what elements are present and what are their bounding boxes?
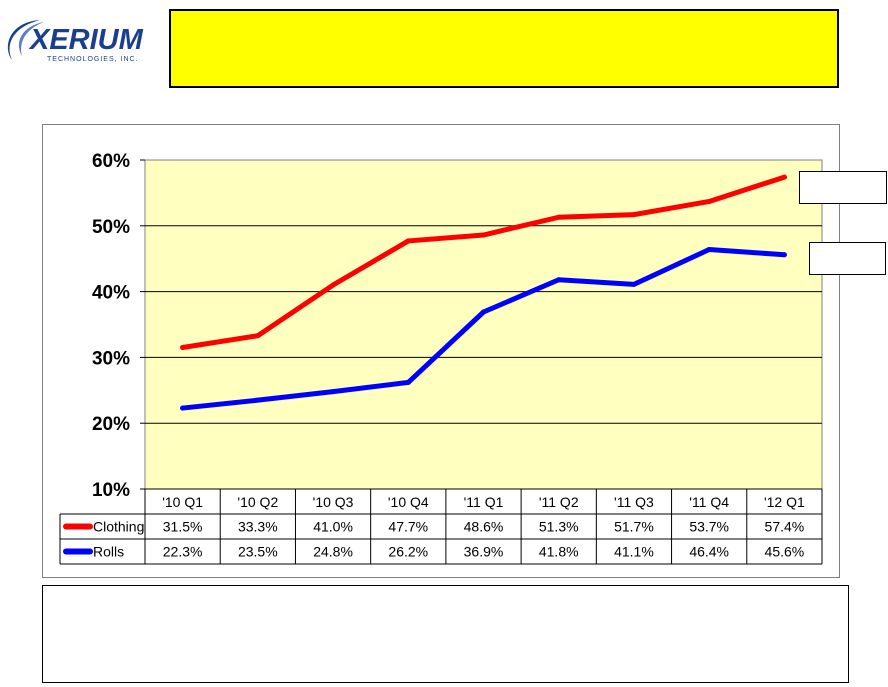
data-label-clothing: 51.3% [539, 519, 579, 535]
data-point-clothing [330, 282, 336, 288]
x-category-label: '10 Q2 [237, 494, 278, 510]
data-label-rolls: 41.1% [614, 544, 654, 560]
rolls-callout-box [809, 242, 886, 275]
data-point-rolls [481, 309, 486, 315]
data-label-clothing: 51.7% [614, 519, 654, 535]
data-label-rolls: 41.8% [539, 544, 579, 560]
clothing-callout-box [799, 171, 887, 204]
data-point-clothing [481, 232, 486, 238]
x-category-label: '11 Q4 [689, 494, 729, 510]
y-tick-label: 60% [92, 151, 130, 172]
data-point-rolls [405, 379, 411, 385]
logo-subtext: TECHNOLOGIES, INC. [47, 56, 139, 63]
data-label-rolls: 26.2% [388, 544, 428, 560]
x-category-label: '11 Q1 [464, 494, 504, 510]
data-point-clothing [405, 238, 411, 244]
data-point-rolls [631, 281, 637, 287]
x-category-label: '11 Q2 [539, 494, 579, 510]
x-category-label: '10 Q1 [162, 494, 203, 510]
data-label-rolls: 45.6% [765, 544, 805, 560]
data-label-clothing: 53.7% [689, 519, 729, 535]
data-point-clothing [781, 174, 787, 180]
data-point-clothing [255, 333, 261, 339]
logo-swoosh-icon [7, 20, 44, 60]
x-category-label: '12 Q1 [764, 494, 805, 510]
data-label-rolls: 36.9% [464, 544, 504, 560]
data-point-rolls [556, 277, 562, 283]
data-point-clothing [180, 345, 186, 351]
data-point-rolls [330, 389, 336, 395]
data-label-rolls: 22.3% [163, 544, 203, 560]
notes-box [42, 585, 849, 683]
title-banner [169, 9, 839, 88]
data-point-clothing [556, 214, 562, 220]
data-label-rolls: 46.4% [689, 544, 729, 560]
y-tick-label: 30% [92, 348, 130, 369]
y-tick-label: 20% [92, 414, 130, 435]
company-logo: XERIUM TECHNOLOGIES, INC. [0, 8, 160, 78]
legend-label-rolls: Rolls [93, 544, 124, 560]
y-tick-label: 50% [92, 217, 130, 238]
x-category-label: '11 Q3 [614, 494, 654, 510]
x-category-label: '10 Q3 [313, 494, 354, 510]
data-point-clothing [631, 212, 637, 218]
data-point-clothing [706, 198, 712, 204]
data-label-clothing: 47.7% [388, 519, 428, 535]
legend-label-clothing: Clothing [93, 519, 144, 535]
data-label-clothing: 31.5% [163, 519, 203, 535]
table-header-bg [145, 489, 822, 514]
data-point-rolls [180, 405, 186, 411]
data-label-clothing: 33.3% [238, 519, 278, 535]
data-point-rolls [255, 397, 261, 403]
data-label-rolls: 24.8% [313, 544, 353, 560]
y-tick-label: 10% [92, 480, 130, 501]
data-label-rolls: 23.5% [238, 544, 278, 560]
logo-wordmark: XERIUM [30, 24, 143, 56]
data-label-clothing: 57.4% [765, 519, 805, 535]
data-point-rolls [706, 246, 712, 252]
data-label-clothing: 48.6% [464, 519, 504, 535]
x-category-label: '10 Q4 [388, 494, 429, 510]
plot-area [144, 159, 823, 490]
data-label-clothing: 41.0% [313, 519, 353, 535]
y-tick-label: 40% [92, 283, 130, 304]
data-point-rolls [781, 252, 787, 258]
